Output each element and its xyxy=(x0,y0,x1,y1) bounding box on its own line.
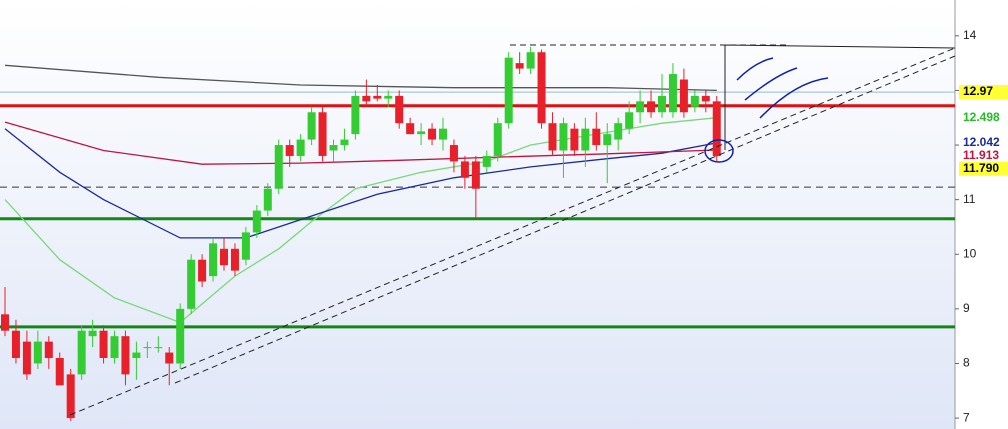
candle-body xyxy=(603,134,612,146)
y-tick-label: 11 xyxy=(963,192,976,206)
candle-body xyxy=(460,161,469,178)
candle-body xyxy=(570,128,579,151)
candle-body xyxy=(121,336,130,375)
price-label: 11.913 xyxy=(963,148,999,162)
candle-body xyxy=(395,95,404,124)
candle-body xyxy=(679,79,688,113)
candle-body xyxy=(449,145,458,162)
candle-body xyxy=(614,123,623,140)
candle-body xyxy=(471,161,480,189)
candle-body xyxy=(44,341,53,359)
candle-body xyxy=(668,74,677,113)
candle-body xyxy=(99,330,108,359)
moving-average xyxy=(4,128,717,239)
candle-body xyxy=(318,112,327,156)
candle-body xyxy=(77,330,86,375)
candle-body xyxy=(373,95,382,99)
candle-body xyxy=(296,139,305,156)
candle-body xyxy=(220,248,228,266)
candle-body xyxy=(351,95,360,135)
sketch-arc xyxy=(736,57,774,81)
candle-body xyxy=(482,155,491,167)
candle-body xyxy=(22,341,31,375)
candle-body xyxy=(647,101,656,113)
price-label-box xyxy=(959,135,1008,150)
candle-body xyxy=(230,248,239,271)
plot-background xyxy=(0,0,955,429)
moving-average xyxy=(4,121,717,165)
candle-body xyxy=(581,128,590,151)
candle-body xyxy=(329,145,338,151)
candle-body xyxy=(712,101,721,156)
candle-body xyxy=(55,358,64,386)
candle-body xyxy=(154,347,163,349)
candle-body xyxy=(515,63,524,69)
candle-body xyxy=(417,131,426,135)
annotations xyxy=(69,44,956,416)
candle-body xyxy=(690,95,699,107)
price-label-box xyxy=(959,85,1008,100)
price-label-box xyxy=(959,110,1008,125)
candle-body xyxy=(176,308,185,364)
candle-body xyxy=(252,210,261,233)
candle-body xyxy=(11,330,20,359)
candle-body xyxy=(1,314,9,331)
candle-body xyxy=(406,123,415,135)
candle-body xyxy=(340,139,349,146)
candle-body xyxy=(66,374,75,419)
price-label: 11.790 xyxy=(963,161,999,175)
candle-body xyxy=(33,341,42,364)
y-tick-label: 10 xyxy=(963,246,977,260)
trendline xyxy=(174,55,956,384)
candle-body xyxy=(362,95,371,102)
sketch-arc xyxy=(759,77,829,119)
candle-body xyxy=(548,123,557,151)
candle-body xyxy=(658,95,666,113)
candle-body xyxy=(592,128,601,146)
candle-body xyxy=(526,52,535,69)
sketch-arc xyxy=(744,67,798,101)
y-tick-label: 9 xyxy=(963,301,970,315)
candle-body xyxy=(384,95,393,99)
candle-body xyxy=(263,188,272,211)
candle-body xyxy=(504,57,513,124)
candle-body xyxy=(439,128,447,140)
candle-body xyxy=(625,112,634,129)
price-label: 12.498 xyxy=(963,110,1000,124)
y-tick-label: 14 xyxy=(963,28,977,42)
price-label-box xyxy=(959,148,1008,163)
candle-body xyxy=(636,101,645,113)
candle-body xyxy=(701,95,710,102)
candle-body xyxy=(88,330,97,337)
candle-body xyxy=(537,52,546,124)
candle-body xyxy=(274,145,283,189)
price-label: 12.042 xyxy=(963,135,1000,149)
price-label: 12.97 xyxy=(963,84,993,98)
candle-body xyxy=(132,352,141,359)
highlight-circle xyxy=(704,139,734,163)
candle-body xyxy=(110,336,119,359)
candle-body xyxy=(187,259,196,309)
candle-body xyxy=(165,352,174,364)
candle-body xyxy=(209,243,218,277)
candle-body xyxy=(307,112,316,140)
y-tick-label: 8 xyxy=(963,356,970,370)
candle-body xyxy=(493,123,502,156)
price-label-box xyxy=(959,161,1008,176)
candle-body xyxy=(559,123,568,151)
candle-body xyxy=(143,347,152,349)
candle-body xyxy=(428,128,437,140)
candle-body xyxy=(198,259,207,282)
projection xyxy=(724,44,956,150)
y-tick-label: 7 xyxy=(963,410,970,424)
candle-body xyxy=(285,145,294,156)
candle-body xyxy=(241,232,250,260)
